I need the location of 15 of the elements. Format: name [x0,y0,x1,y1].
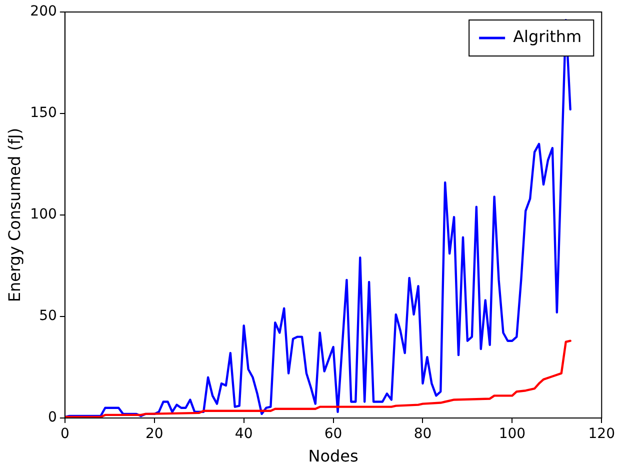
x-tick-label: 60 [324,426,342,442]
legend-label: Algrithm [513,27,582,46]
y-tick-label: 100 [30,206,57,223]
x-tick-label: 120 [588,426,616,442]
x-tick-label: 40 [234,426,253,442]
x-tick-label: 20 [145,426,164,442]
y-tick-label: 0 [48,410,57,426]
x-axis-title: Nodes [308,446,358,466]
y-tick-label: 50 [39,308,57,324]
y-axis-title: Energy Consumed (fJ) [4,128,24,302]
x-tick-label: 0 [60,426,70,442]
y-tick-label: 150 [30,105,57,122]
x-tick-label: 80 [414,426,432,442]
y-tick-label: 200 [30,4,57,20]
x-tick-label: 100 [498,426,526,442]
